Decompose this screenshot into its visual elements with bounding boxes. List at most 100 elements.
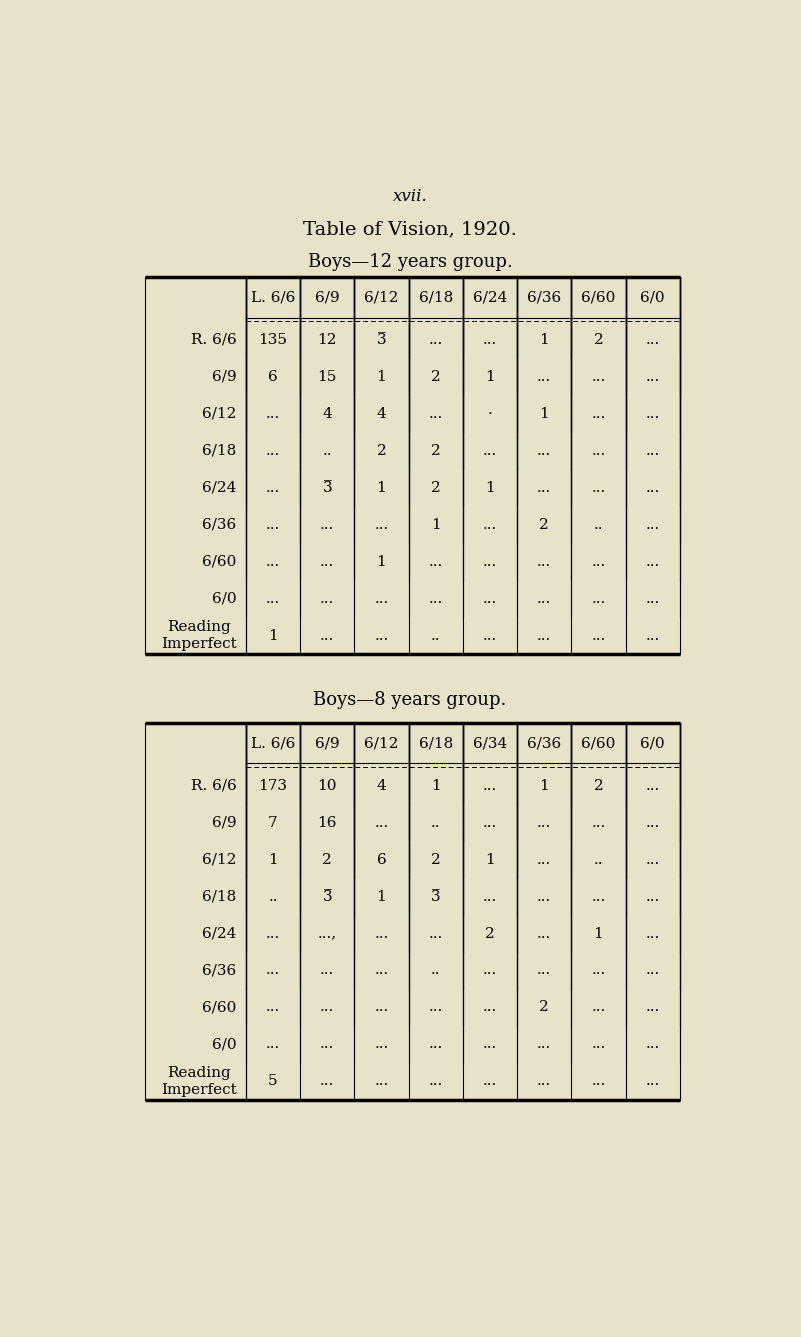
- Text: ..: ..: [431, 628, 441, 643]
- Text: ...: ...: [266, 927, 280, 940]
- Text: 3̅: 3̅: [431, 889, 441, 904]
- Text: 10: 10: [317, 778, 337, 793]
- Text: 173: 173: [259, 778, 288, 793]
- Text: xvii.: xvii.: [392, 189, 428, 205]
- Text: 6: 6: [376, 853, 386, 866]
- Text: ...: ...: [591, 628, 606, 643]
- Text: ...: ...: [646, 406, 660, 421]
- Text: 2: 2: [431, 444, 441, 457]
- Text: R. 6/6: R. 6/6: [191, 778, 236, 793]
- Text: 6/18: 6/18: [419, 737, 453, 750]
- Text: 6/60: 6/60: [202, 555, 236, 568]
- Text: 2: 2: [539, 1000, 549, 1015]
- Text: ...: ...: [483, 591, 497, 606]
- Text: Boys—12 years group.: Boys—12 years group.: [308, 253, 513, 271]
- Text: ...: ...: [591, 481, 606, 495]
- Text: ...: ...: [320, 555, 334, 568]
- Text: ...: ...: [591, 370, 606, 384]
- Text: ...: ...: [646, 927, 660, 940]
- Text: Reading
Imperfect: Reading Imperfect: [161, 620, 236, 651]
- Text: ...: ...: [429, 406, 443, 421]
- Text: ...: ...: [483, 778, 497, 793]
- Text: 6/24: 6/24: [202, 481, 236, 495]
- Text: ...: ...: [537, 555, 551, 568]
- Text: ...: ...: [646, 481, 660, 495]
- Text: 1: 1: [539, 778, 549, 793]
- Text: 1: 1: [539, 333, 549, 346]
- Text: 2: 2: [322, 853, 332, 866]
- Text: ...: ...: [266, 591, 280, 606]
- Text: ...: ...: [374, 816, 388, 830]
- Text: 6/36: 6/36: [203, 964, 236, 977]
- Text: Boys—8 years group.: Boys—8 years group.: [313, 691, 507, 709]
- Text: 6/12: 6/12: [364, 290, 399, 305]
- Text: 6/0: 6/0: [640, 290, 665, 305]
- Text: 6/36: 6/36: [527, 737, 562, 750]
- Text: ·: ·: [488, 406, 493, 421]
- Text: ...: ...: [537, 628, 551, 643]
- Text: ...: ...: [320, 964, 334, 977]
- Text: ...: ...: [320, 517, 334, 532]
- Text: 1: 1: [485, 853, 495, 866]
- Text: ...: ...: [646, 555, 660, 568]
- Text: ...: ...: [537, 370, 551, 384]
- Text: ...: ...: [591, 1075, 606, 1088]
- Text: 3̅: 3̅: [322, 481, 332, 495]
- Text: L. 6/6: L. 6/6: [251, 290, 295, 305]
- Text: ...: ...: [483, 889, 497, 904]
- Text: ...: ...: [483, 964, 497, 977]
- Text: ...: ...: [537, 816, 551, 830]
- Text: 6/60: 6/60: [582, 737, 616, 750]
- Text: ...: ...: [646, 517, 660, 532]
- Text: 6/34: 6/34: [473, 737, 507, 750]
- Text: ...: ...: [429, 591, 443, 606]
- Text: 2: 2: [431, 853, 441, 866]
- Text: ...: ...: [320, 1075, 334, 1088]
- Text: ...: ...: [591, 591, 606, 606]
- Text: ..: ..: [323, 444, 332, 457]
- Text: ...: ...: [537, 927, 551, 940]
- Text: 1: 1: [376, 481, 386, 495]
- Text: ...: ...: [483, 517, 497, 532]
- Text: 6: 6: [268, 370, 278, 384]
- Text: ...: ...: [646, 628, 660, 643]
- Text: ...: ...: [537, 444, 551, 457]
- Text: 6/24: 6/24: [202, 927, 236, 940]
- Text: ...: ...: [266, 517, 280, 532]
- Text: ...: ...: [646, 1000, 660, 1015]
- Text: 6/0: 6/0: [640, 737, 665, 750]
- Text: ..: ..: [431, 964, 441, 977]
- Text: 6/9: 6/9: [315, 737, 340, 750]
- Text: 1: 1: [268, 853, 278, 866]
- Text: 6/18: 6/18: [203, 444, 236, 457]
- Text: ...: ...: [591, 1000, 606, 1015]
- Text: ...: ...: [646, 333, 660, 346]
- Text: Reading
Imperfect: Reading Imperfect: [161, 1066, 236, 1098]
- Text: ..: ..: [268, 889, 278, 904]
- Text: ...: ...: [320, 1000, 334, 1015]
- Text: 15: 15: [317, 370, 337, 384]
- Text: ...: ...: [266, 406, 280, 421]
- Text: ...: ...: [537, 853, 551, 866]
- Text: ...: ...: [537, 1075, 551, 1088]
- Text: 1: 1: [376, 889, 386, 904]
- Text: 6/0: 6/0: [212, 591, 236, 606]
- Text: ...: ...: [266, 444, 280, 457]
- Text: ...: ...: [646, 816, 660, 830]
- Text: 6/9: 6/9: [212, 370, 236, 384]
- Text: 2: 2: [539, 517, 549, 532]
- Text: ...: ...: [429, 1075, 443, 1088]
- Text: ...: ...: [374, 1075, 388, 1088]
- Text: ...: ...: [646, 778, 660, 793]
- Text: ...: ...: [320, 1038, 334, 1051]
- Text: 2: 2: [594, 778, 603, 793]
- Text: ...: ...: [591, 555, 606, 568]
- Text: 4: 4: [322, 406, 332, 421]
- Text: 1: 1: [485, 370, 495, 384]
- Text: ...: ...: [429, 333, 443, 346]
- Text: 135: 135: [259, 333, 288, 346]
- Text: 6/18: 6/18: [203, 889, 236, 904]
- Text: ...: ...: [266, 1000, 280, 1015]
- Text: 6/18: 6/18: [419, 290, 453, 305]
- Text: Table of Vision, 1920.: Table of Vision, 1920.: [304, 221, 517, 238]
